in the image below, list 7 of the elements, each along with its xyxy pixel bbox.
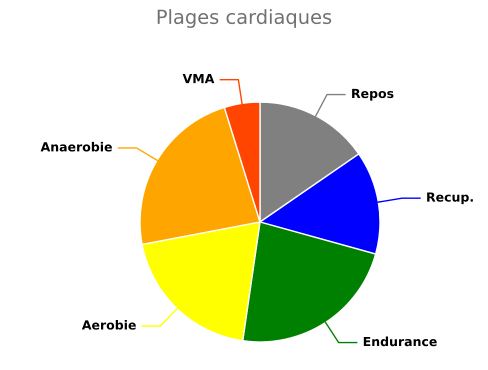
slice-label: Aerobie xyxy=(82,320,136,330)
slice-label: Anaerobie xyxy=(40,142,112,152)
slice-label: Repos xyxy=(352,88,394,101)
chart-title: Plages cardiaques xyxy=(158,9,332,28)
slice-label: Recup. xyxy=(427,192,473,204)
slice-label: VMA xyxy=(182,74,214,84)
slice-label: Endurance xyxy=(364,336,437,346)
